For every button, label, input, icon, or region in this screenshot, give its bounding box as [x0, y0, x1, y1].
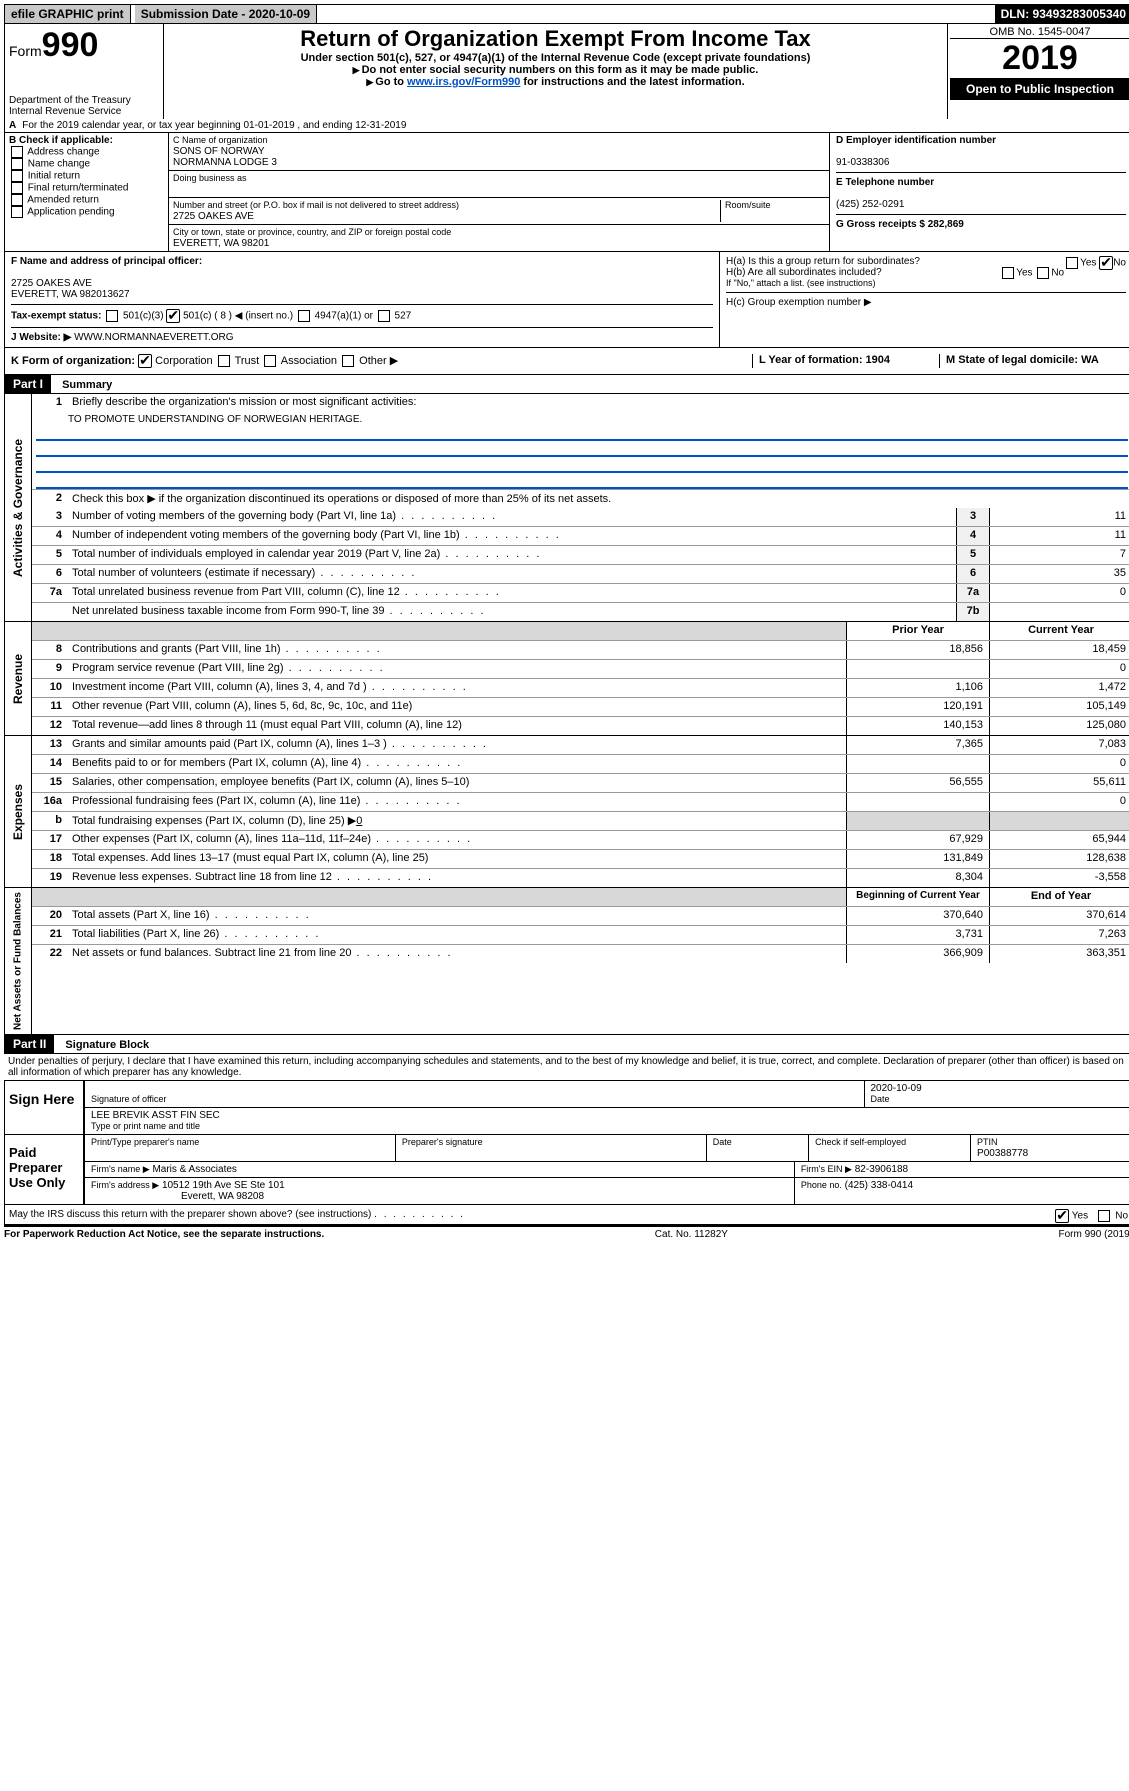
ein-block: D Employer identification number 91-0338… [836, 135, 1126, 168]
checkbox-column: B Check if applicable: Address change Na… [5, 133, 169, 251]
open-inspection: Open to Public Inspection [950, 78, 1129, 100]
expenses-block: Expenses 13Grants and similar amounts pa… [4, 736, 1129, 888]
part-ii-header: Part II Signature Block [4, 1035, 1129, 1054]
omb: OMB No. 1545-0047 [950, 26, 1129, 39]
form-header: Form990 Department of the Treasury Inter… [4, 24, 1129, 119]
netassets-block: Net Assets or Fund Balances Beginning of… [4, 888, 1129, 1035]
dln: DLN: 93493283005340 [995, 5, 1129, 23]
org-name-cell: C Name of organization SONS OF NORWAY NO… [169, 133, 829, 171]
row-f-h: F Name and address of principal officer:… [4, 251, 1129, 348]
dba-cell: Doing business as [169, 171, 829, 198]
form-title: Return of Organization Exempt From Incom… [168, 26, 943, 52]
gross-receipts: G Gross receipts $ 282,869 [836, 214, 1126, 230]
form-number: Form990 [9, 26, 159, 65]
dept-label: Department of the Treasury Internal Reve… [9, 95, 159, 117]
perjury-decl: Under penalties of perjury, I declare th… [4, 1054, 1129, 1080]
part-i-header: Part I Summary [4, 375, 1129, 394]
sub2: Do not enter social security numbers on … [168, 64, 943, 76]
row-a: A For the 2019 calendar year, or tax yea… [4, 119, 1129, 133]
sub1: Under section 501(c), 527, or 4947(a)(1)… [168, 52, 943, 64]
footer: For Paperwork Reduction Act Notice, see … [4, 1225, 1129, 1240]
sub3: Go to www.irs.gov/Form990 for instructio… [168, 76, 943, 88]
irs-link[interactable]: www.irs.gov/Form990 [407, 76, 520, 88]
entity-block: B Check if applicable: Address change Na… [4, 133, 1129, 251]
sign-here: Sign Here Signature of officer 2020-10-0… [4, 1080, 1129, 1135]
tax-year: 2019 [950, 39, 1129, 78]
topbar: efile GRAPHIC print Submission Date - 20… [4, 4, 1129, 24]
address-cell: Number and street (or P.O. box if mail i… [169, 198, 829, 225]
paid-preparer: Paid Preparer Use Only Print/Type prepar… [4, 1135, 1129, 1205]
revenue-block: Revenue Prior YearCurrent Year 8Contribu… [4, 622, 1129, 736]
activities-governance: Activities & Governance 1Briefly describ… [4, 394, 1129, 622]
efile-btn[interactable]: efile GRAPHIC print [5, 5, 131, 23]
submission-date: Submission Date - 2020-10-09 [135, 5, 317, 23]
city-cell: City or town, state or province, country… [169, 225, 829, 251]
k-row: K Form of organization: Corporation Trus… [4, 348, 1129, 375]
phone-block: E Telephone number (425) 252-0291 [836, 172, 1126, 210]
discuss-row: May the IRS discuss this return with the… [4, 1205, 1129, 1225]
